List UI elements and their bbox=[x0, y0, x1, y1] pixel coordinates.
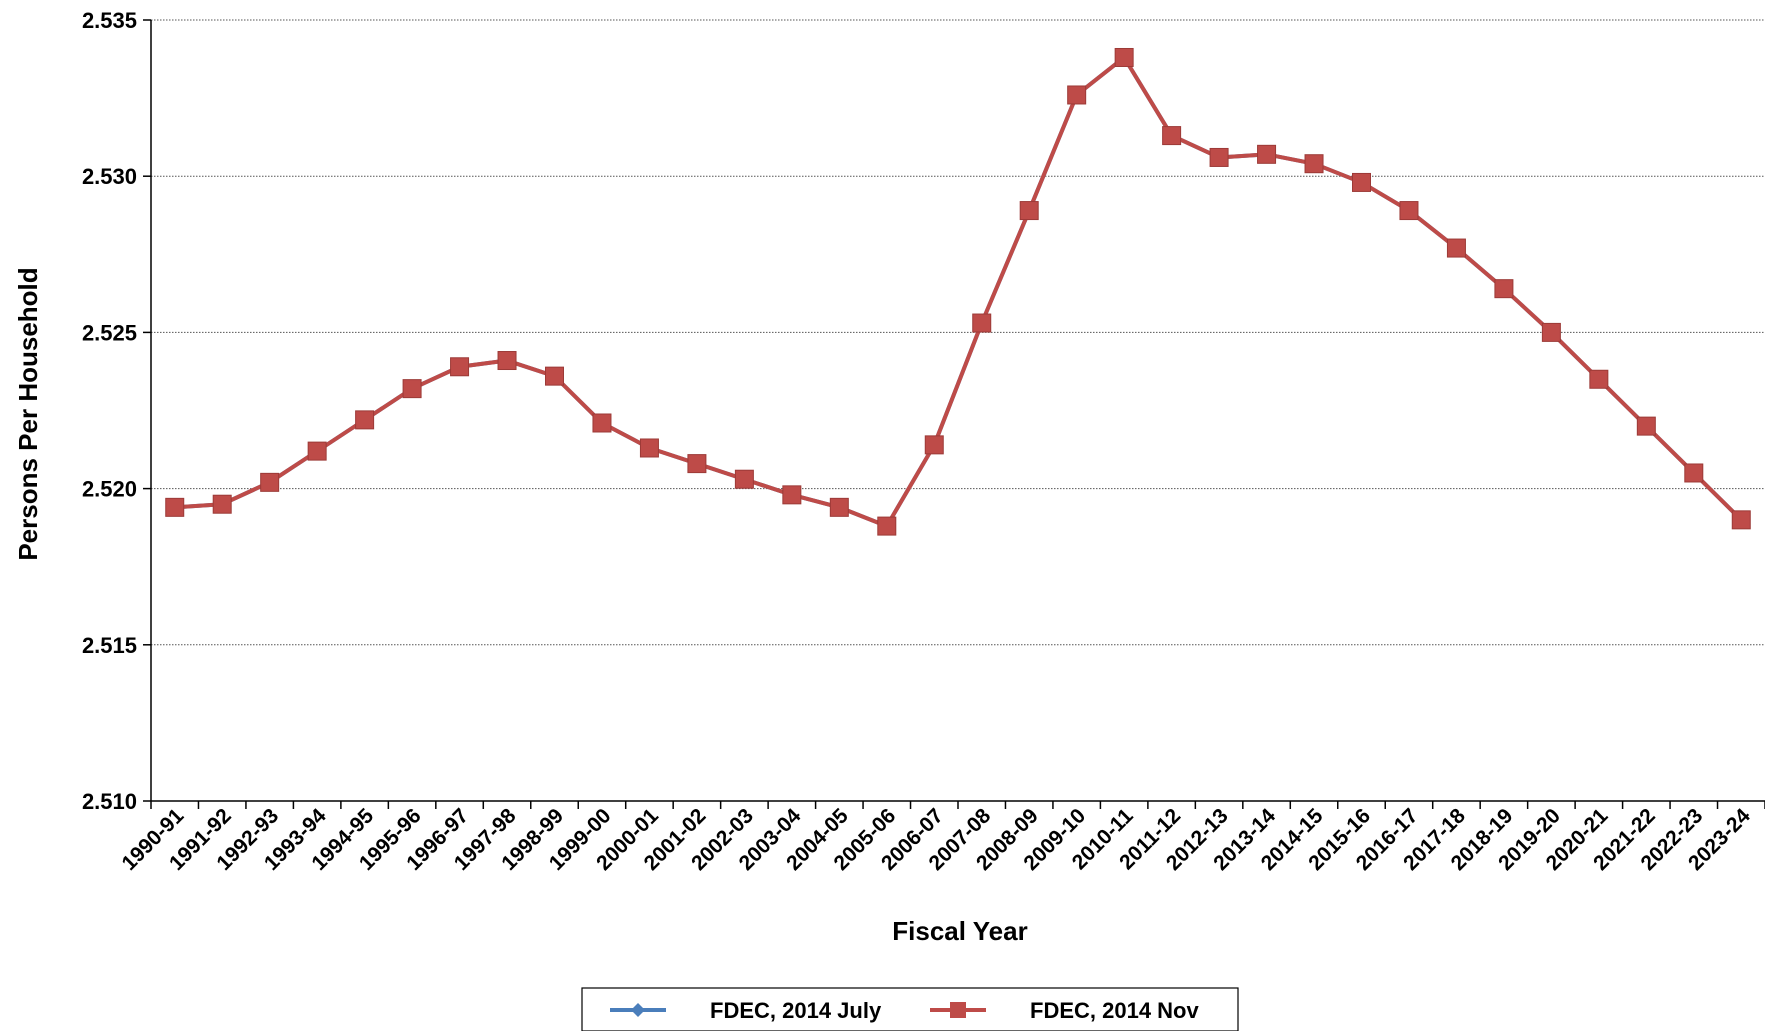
data-point bbox=[1494, 279, 1514, 299]
legend-items: FDEC, 2014 July FDEC, 2014 Nov bbox=[610, 998, 1199, 1023]
data-point bbox=[212, 494, 232, 514]
data-point bbox=[1019, 201, 1039, 221]
data-point bbox=[1731, 510, 1751, 530]
data-point bbox=[1399, 201, 1419, 221]
data-point bbox=[829, 497, 849, 517]
data-point bbox=[1162, 126, 1182, 146]
data-point bbox=[877, 516, 897, 536]
legend-item: FDEC, 2014 Nov bbox=[930, 998, 1199, 1023]
data-point bbox=[1541, 322, 1561, 342]
data-point bbox=[1304, 154, 1324, 174]
data-point bbox=[545, 366, 564, 386]
y-tick-label: 2.530 bbox=[82, 164, 137, 189]
data-point bbox=[592, 413, 612, 433]
legend-item: FDEC, 2014 July bbox=[610, 998, 882, 1023]
data-point bbox=[1257, 144, 1277, 164]
data-point bbox=[972, 313, 992, 333]
legend-marker bbox=[631, 1003, 645, 1017]
axes bbox=[143, 19, 1765, 809]
data-point bbox=[1446, 238, 1466, 258]
data-point bbox=[1589, 369, 1609, 389]
series-2 bbox=[165, 47, 1751, 536]
y-tick-label: 2.520 bbox=[82, 477, 137, 502]
data-point bbox=[307, 441, 327, 461]
data-point bbox=[687, 454, 707, 474]
legend-marker bbox=[950, 1002, 966, 1018]
data-point bbox=[639, 438, 659, 458]
legend-label: FDEC, 2014 Nov bbox=[1030, 998, 1199, 1023]
gridlines bbox=[151, 19, 1765, 646]
data-point bbox=[1684, 463, 1704, 483]
data-point bbox=[450, 357, 470, 377]
x-axis-title: Fiscal Year bbox=[892, 916, 1027, 946]
legend: FDEC, 2014 July FDEC, 2014 Nov bbox=[581, 987, 1239, 1031]
y-tick-label: 2.515 bbox=[82, 633, 137, 658]
legend-label: FDEC, 2014 July bbox=[710, 998, 882, 1023]
y-tick-label: 2.510 bbox=[82, 789, 137, 814]
data-point bbox=[260, 472, 280, 492]
data-point bbox=[1209, 147, 1229, 167]
data-point bbox=[782, 485, 802, 505]
y-tick-labels: 2.510 2.515 2.520 2.525 2.530 2.535 bbox=[82, 8, 137, 814]
data-point bbox=[734, 469, 754, 489]
data-point bbox=[1067, 85, 1087, 105]
legend-frame bbox=[581, 987, 1239, 1031]
data-point bbox=[355, 410, 375, 430]
data-point bbox=[497, 351, 517, 371]
data-point bbox=[1352, 172, 1371, 192]
x-tick-labels: 1990-911991-921992-931993-941994-951995-… bbox=[118, 804, 1756, 875]
series-lines bbox=[165, 47, 1751, 536]
y-axis-title: Persons Per Household bbox=[13, 267, 43, 560]
data-point bbox=[924, 435, 944, 455]
data-point bbox=[1114, 47, 1134, 67]
data-point bbox=[165, 497, 185, 517]
y-tick-label: 2.535 bbox=[82, 8, 137, 33]
y-tick-label: 2.525 bbox=[82, 320, 137, 345]
series-line bbox=[174, 55, 1743, 529]
data-point bbox=[1636, 416, 1656, 436]
data-point bbox=[402, 379, 422, 399]
